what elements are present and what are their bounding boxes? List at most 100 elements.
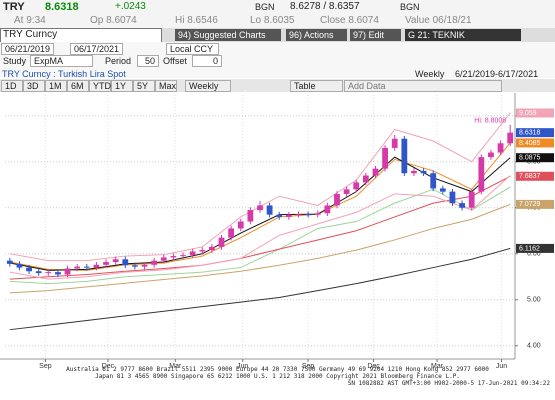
study-line bbox=[9, 203, 511, 294]
candle-body bbox=[237, 221, 244, 229]
price-flag bbox=[516, 199, 554, 209]
period-button[interactable]: YTD bbox=[89, 80, 111, 92]
candle-body bbox=[276, 214, 283, 217]
footer: SN 1082882 AST GMT+3:00 H902-2000-5 17-J… bbox=[347, 380, 550, 387]
time: At 9:34 bbox=[14, 15, 46, 26]
candle-body bbox=[478, 157, 485, 192]
menu-button[interactable]: 94) Suggested Charts bbox=[175, 29, 281, 41]
open: Op 8.6074 bbox=[90, 15, 137, 26]
candle-body bbox=[6, 260, 13, 264]
y-tick-label: 5.00 bbox=[527, 297, 541, 304]
study-line bbox=[9, 186, 511, 285]
candle-body bbox=[468, 191, 475, 208]
template[interactable]: G 21: TEKNIK COZUMLEM... bbox=[405, 29, 521, 52]
study-line bbox=[9, 142, 511, 271]
offset[interactable]: 0 bbox=[192, 55, 222, 67]
currency[interactable]: Local CCY bbox=[166, 43, 219, 55]
candle-body bbox=[439, 188, 446, 192]
candle-body bbox=[391, 138, 398, 148]
candle-body bbox=[382, 147, 388, 169]
command-bar: TRY Curncy 94) Suggested Charts 96) Acti… bbox=[0, 28, 555, 52]
plot-background bbox=[0, 93, 555, 371]
candle-body bbox=[362, 175, 369, 183]
bid-ask: 8.6278 / 8.6357 bbox=[290, 1, 360, 12]
period-button[interactable]: 1D bbox=[1, 80, 23, 92]
candle-body bbox=[449, 191, 456, 204]
table-button[interactable]: Table bbox=[290, 80, 343, 92]
candle-body bbox=[285, 214, 292, 217]
candle-body bbox=[55, 272, 61, 275]
x-tick-label: Mar bbox=[169, 363, 182, 370]
candle-body bbox=[353, 182, 360, 190]
candle-body bbox=[64, 268, 71, 275]
candle-body bbox=[103, 262, 109, 265]
source: BGN bbox=[255, 2, 275, 12]
price-flag-label: 9.059 bbox=[519, 110, 537, 117]
candle-body bbox=[420, 170, 427, 174]
period-button[interactable]: 5Y bbox=[133, 80, 155, 92]
menu-button[interactable]: 97) Edit bbox=[350, 29, 401, 41]
date-to[interactable]: 06/17/2021 bbox=[70, 43, 124, 55]
x-tick-label: Jun bbox=[237, 363, 248, 370]
period-button[interactable]: 1Y bbox=[111, 80, 133, 92]
settings: 06/21/2019 06/17/2021 Local CCY Study Ex… bbox=[0, 42, 555, 79]
menu-button[interactable]: 96) Actions bbox=[286, 29, 347, 41]
period-label: Period bbox=[105, 56, 132, 66]
x-tick-label: Dec bbox=[102, 363, 115, 370]
study-line bbox=[9, 175, 511, 280]
candle-body bbox=[497, 143, 504, 153]
candle-body bbox=[334, 193, 340, 206]
x-tick-label: Jun bbox=[496, 363, 507, 370]
low: Lo 8.6035 bbox=[250, 15, 295, 26]
price-flag-label: 8.6318 bbox=[519, 129, 541, 136]
period-button[interactable]: 1M bbox=[45, 80, 67, 92]
candle-body bbox=[112, 259, 119, 263]
candle-body bbox=[16, 263, 23, 268]
study-label: Study bbox=[3, 56, 27, 66]
candle-body bbox=[228, 228, 235, 238]
candle-body bbox=[257, 205, 263, 211]
candle-body bbox=[45, 272, 52, 274]
candle-body bbox=[141, 264, 148, 267]
price-flag-label: 8.4085 bbox=[519, 140, 541, 147]
candle-body bbox=[199, 250, 206, 252]
x-tick-label: Mar bbox=[431, 363, 444, 370]
candle-body bbox=[189, 251, 196, 256]
candle-body bbox=[372, 168, 379, 176]
footer: Japan 81 3 4565 8900 Singapore 65 6212 1… bbox=[95, 373, 460, 380]
value-date: Value 06/18/21 bbox=[405, 15, 472, 26]
toolbar: Weekly Table Add Data 1D 3D 1M 6M YTD 1Y 5Y Max bbox=[0, 79, 555, 92]
price-flag-label: 7.0729 bbox=[519, 201, 541, 208]
offset-label: Offset bbox=[163, 56, 187, 66]
period-button[interactable]: Max bbox=[155, 80, 177, 92]
candle-body bbox=[314, 213, 321, 215]
candle-body bbox=[488, 152, 494, 158]
period[interactable]: 50 bbox=[137, 55, 159, 67]
candle-body bbox=[218, 237, 225, 247]
period-button[interactable]: 3D bbox=[23, 80, 45, 92]
add-data[interactable]: Add Data bbox=[344, 80, 502, 92]
study[interactable]: ExpMA bbox=[30, 55, 93, 67]
candle-body bbox=[401, 138, 408, 174]
last-price: 8.6318 bbox=[45, 1, 79, 13]
date-from[interactable]: 06/21/2019 bbox=[1, 43, 55, 55]
candle-body bbox=[26, 267, 32, 272]
price-flag bbox=[516, 128, 554, 138]
candle-body bbox=[295, 214, 302, 216]
high: Hi 8.6546 bbox=[175, 15, 218, 26]
price-flag-label: 7.6837 bbox=[519, 173, 541, 180]
quote-bar: TRY 8.6318 +.0243 BGN 8.6278 / 8.6357 BG… bbox=[0, 0, 555, 28]
candle-body bbox=[209, 246, 215, 251]
candle-body bbox=[122, 259, 129, 266]
period-button[interactable]: 6M bbox=[67, 80, 89, 92]
price-flag bbox=[516, 171, 554, 181]
frequency-select[interactable]: Weekly bbox=[185, 80, 231, 92]
security-input[interactable]: TRY Curncy bbox=[0, 28, 162, 43]
price-flag-label: 6.1162 bbox=[519, 245, 540, 252]
source: BGN bbox=[400, 2, 420, 12]
x-tick-label: Sep bbox=[39, 363, 52, 370]
candle-body bbox=[507, 132, 514, 144]
candle-body bbox=[324, 205, 331, 214]
price-flag bbox=[516, 138, 554, 148]
